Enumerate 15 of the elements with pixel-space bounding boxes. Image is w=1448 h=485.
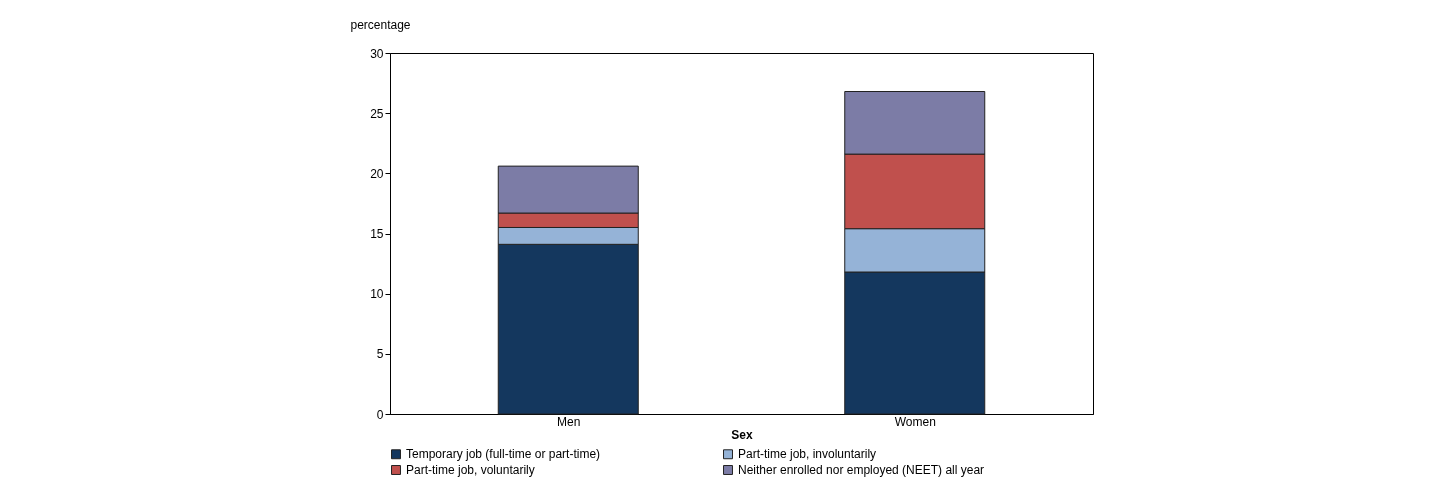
y-tick-label: 25 <box>370 106 384 121</box>
y-axis-title: percentage <box>350 17 411 32</box>
legend-label: Part-time job, voluntarily <box>406 463 535 477</box>
y-tick-label: 30 <box>370 46 384 61</box>
y-tick-label: 5 <box>376 347 384 362</box>
legend-label: Neither enrolled nor employed (NEET) all year <box>738 463 985 477</box>
y-tick-label: 0 <box>376 407 384 422</box>
x-tick-label: Men <box>557 414 581 429</box>
y-tick-label: 10 <box>370 287 384 302</box>
legend-label: Part-time job, involuntarily <box>738 447 877 462</box>
y-tick-label: 20 <box>370 166 384 181</box>
x-tick-label: Women <box>894 414 936 429</box>
legend-label: Temporary job (full-time or part-time) <box>406 447 601 462</box>
y-tick-label: 15 <box>370 227 384 241</box>
x-axis-title: Sex <box>731 427 753 442</box>
